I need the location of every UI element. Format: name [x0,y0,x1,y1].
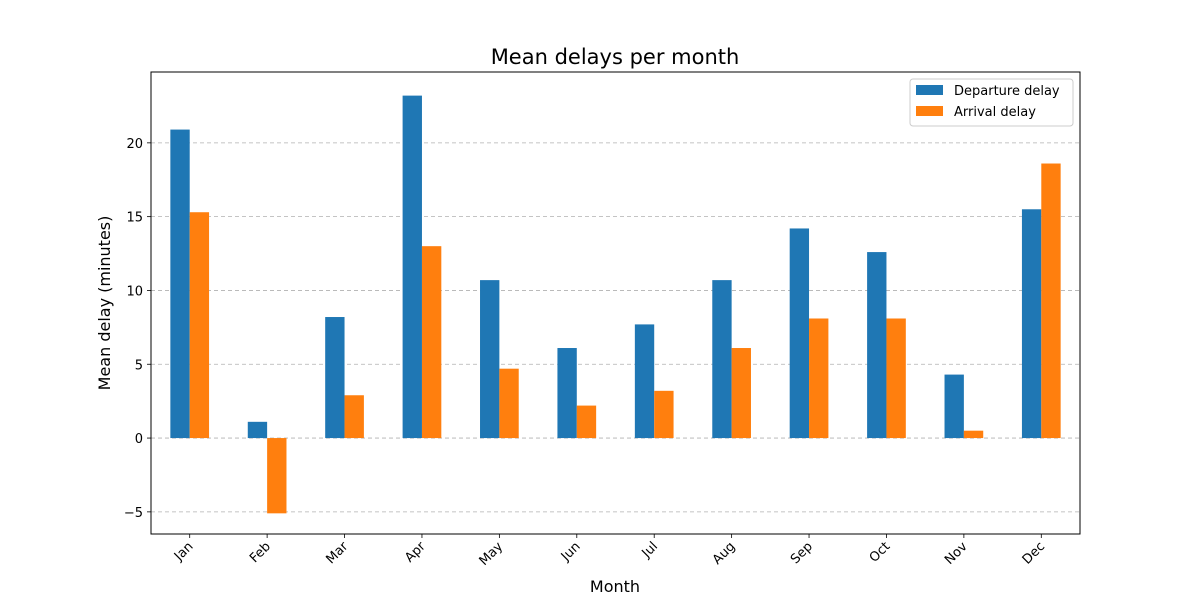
departure-bar-jun [557,348,577,439]
legend-box [909,78,1074,127]
arrival-bar-jun [576,405,597,439]
arrival-bar-oct [886,318,906,439]
legend-swatch [916,106,943,116]
y-tick-label: −5 [124,506,143,521]
departure-bar-apr [402,95,422,439]
y-tick-label: 10 [126,284,143,299]
y-tick-label: 0 [135,432,143,447]
bars [170,95,1061,514]
y-axis-title: Mean delay (minutes) [95,216,114,391]
arrival-bar-feb [267,438,287,514]
y-tick-label: 20 [126,137,143,152]
arrival-bar-mar [344,395,364,439]
departure-bar-feb [247,421,268,439]
grid-lines [151,142,1080,513]
departure-bar-sep [789,228,810,439]
arrival-bar-jan [189,212,210,439]
legend-label: Arrival delay [954,105,1036,120]
arrival-bar-aug [731,348,751,439]
departure-bar-jul [634,324,655,439]
departure-bar-oct [867,252,887,439]
departure-bar-dec [1021,209,1042,439]
arrival-bar-may [499,368,519,439]
arrival-bar-apr [421,246,442,439]
departure-bar-may [480,280,500,439]
plot-frame [150,71,1081,535]
y-tick-label: 15 [126,211,143,226]
departure-bar-mar [325,317,345,439]
x-axis-title: Month [590,577,640,596]
chart-title: Mean delays per month [491,45,740,69]
arrival-bar-dec [1041,163,1061,439]
departure-bar-jan [170,129,190,439]
arrival-bar-sep [809,318,829,439]
arrival-bar-jul [654,390,674,439]
legend-swatch [916,85,943,95]
departure-bar-nov [944,374,964,439]
legend-label: Departure delay [954,84,1060,99]
legend: Departure delay Arrival delay [909,78,1074,127]
y-tick-label: 5 [135,358,143,373]
arrival-bar-nov [963,430,984,439]
departure-bar-aug [712,280,732,439]
